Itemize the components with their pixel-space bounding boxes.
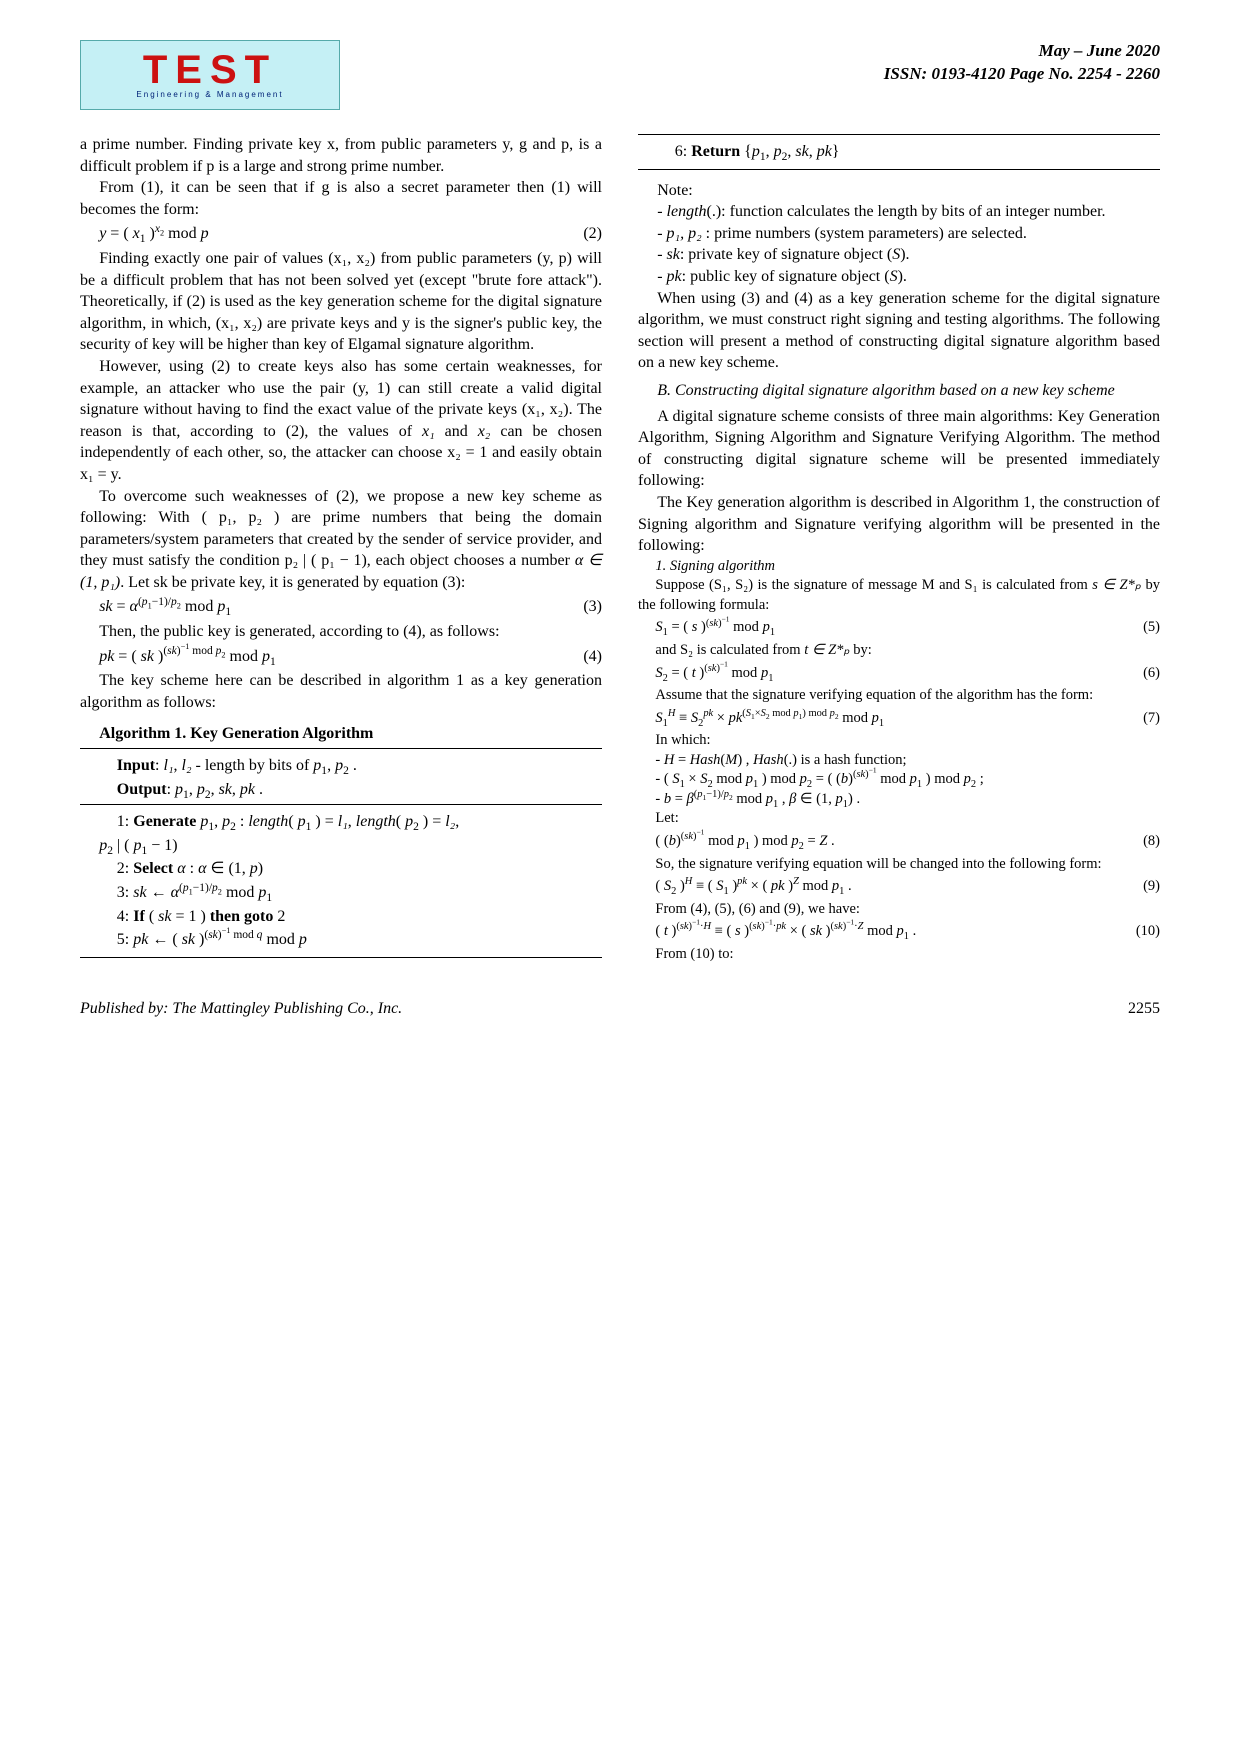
para: In which: bbox=[638, 731, 1160, 751]
eq-num: (6) bbox=[1128, 664, 1160, 684]
equation-8: ( (b)(sk)−1 mod p1 ) mod p2 = Z . (8) bbox=[638, 832, 1160, 852]
eq-num: (3) bbox=[567, 596, 602, 618]
para: When using (3) and (4) as a key generati… bbox=[638, 288, 1160, 374]
algorithm-box-cont: 6: Return {p1, p2, sk, pk} bbox=[638, 134, 1160, 170]
algo-input: Input: l₁, l₂ - length by bits of p1, p2… bbox=[80, 755, 602, 777]
equation-3: sk = α(p1−1)/p2 mod p1 (3) bbox=[80, 596, 602, 618]
eq-body: S1H ≡ S2pk × pk(S1×S2 mod p1) mod p2 mod… bbox=[655, 709, 884, 729]
para: From (4), (5), (6) and (9), we have: bbox=[638, 900, 1160, 920]
equation-4: pk = ( sk )(sk)−1 mod p2 mod p1 (4) bbox=[80, 646, 602, 668]
para: Let: bbox=[638, 809, 1160, 829]
algo-step: 1: Generate p1, p2 : length( p1 ) = l₁, … bbox=[80, 811, 602, 833]
para: From (10) to: bbox=[638, 945, 1160, 965]
eq-body: S1 = ( s )(sk)−1 mod p1 bbox=[655, 618, 775, 638]
eq-num: (2) bbox=[567, 223, 602, 245]
para: From (1), it can be seen that if g is al… bbox=[80, 177, 602, 220]
note-item: - pk: public key of signature object (S)… bbox=[638, 266, 1160, 288]
note-item: - sk: private key of signature object (S… bbox=[638, 244, 1160, 266]
eq-body: pk = ( sk )(sk)−1 mod p2 mod p1 bbox=[99, 646, 276, 668]
eq-num: (10) bbox=[1128, 922, 1160, 942]
eq-num: (4) bbox=[567, 646, 602, 668]
equation-5: S1 = ( s )(sk)−1 mod p1 (5) bbox=[638, 618, 1160, 638]
para: The Key generation algorithm is describe… bbox=[638, 492, 1160, 557]
algorithm-box: Input: l₁, l₂ - length by bits of p1, p2… bbox=[80, 748, 602, 958]
page-header: TEST Engineering & Management May – June… bbox=[80, 40, 1160, 110]
list-item: - b = β(p1−1)/p2 mod p1 , β ∈ (1, p1) . bbox=[638, 790, 1160, 810]
algo-step: p2 | ( p1 − 1) bbox=[80, 835, 602, 857]
logo-subtitle: Engineering & Management bbox=[136, 90, 283, 101]
equation-9: ( S2 )H ≡ ( S1 )pk × ( pk )Z mod p1 . (9… bbox=[638, 877, 1160, 897]
list-item: - H = Hash(M) , Hash(.) is a hash functi… bbox=[638, 751, 1160, 771]
note-item: - length(.): function calculates the len… bbox=[638, 201, 1160, 223]
para: However, using (2) to create keys also h… bbox=[80, 356, 602, 486]
equation-7: S1H ≡ S2pk × pk(S1×S2 mod p1) mod p2 mod… bbox=[638, 709, 1160, 729]
logo-title: TEST bbox=[143, 50, 277, 90]
eq-num: (5) bbox=[1128, 618, 1160, 638]
eq-num: (9) bbox=[1128, 877, 1160, 897]
para: Suppose (S₁, S₂) is the signature of mes… bbox=[638, 576, 1160, 615]
note-heading: Note: bbox=[638, 180, 1160, 202]
page-number: 2255 bbox=[1128, 998, 1160, 1020]
body-columns: a prime number. Finding private key x, f… bbox=[80, 134, 1160, 968]
eq-body: sk = α(p1−1)/p2 mod p1 bbox=[99, 596, 231, 618]
para: Assume that the signature verifying equa… bbox=[638, 686, 1160, 706]
eq-body: S2 = ( t )(sk)−1 mod p1 bbox=[655, 664, 773, 684]
algo-step: 5: pk ← ( sk )(sk)−1 mod q mod p bbox=[80, 929, 602, 951]
equation-6: S2 = ( t )(sk)−1 mod p1 (6) bbox=[638, 664, 1160, 684]
issue-date: May – June 2020 bbox=[884, 40, 1160, 63]
equation-10: ( t )(sk)−1·H ≡ ( s )(sk)−1·pk × ( sk )(… bbox=[638, 922, 1160, 942]
para: The key scheme here can be described in … bbox=[80, 670, 602, 713]
para: So, the signature verifying equation wil… bbox=[638, 855, 1160, 875]
para: To overcome such weaknesses of (2), we p… bbox=[80, 486, 602, 594]
issn-line: ISSN: 0193-4120 Page No. 2254 - 2260 bbox=[884, 63, 1160, 86]
page-footer: Published by: The Mattingley Publishing … bbox=[80, 998, 1160, 1020]
list-item: - ( S1 × S2 mod p1 ) mod p2 = ( (b)(sk)−… bbox=[638, 770, 1160, 790]
journal-logo: TEST Engineering & Management bbox=[80, 40, 340, 110]
right-column: 6: Return {p1, p2, sk, pk} Note: - lengt… bbox=[638, 134, 1160, 968]
algo-step: 6: Return {p1, p2, sk, pk} bbox=[638, 141, 1160, 163]
eq-num: (8) bbox=[1128, 832, 1160, 852]
note-item: - p₁, p₂ : prime numbers (system paramet… bbox=[638, 223, 1160, 245]
eq-body: ( (b)(sk)−1 mod p1 ) mod p2 = Z . bbox=[655, 832, 834, 852]
equation-2: y = ( x1 )x2 mod p (2) bbox=[80, 223, 602, 245]
eq-body: ( t )(sk)−1·H ≡ ( s )(sk)−1·pk × ( sk )(… bbox=[655, 922, 916, 942]
eq-body: y = ( x1 )x2 mod p bbox=[99, 223, 208, 245]
algorithm-title: Algorithm 1. Key Generation Algorithm bbox=[80, 723, 602, 745]
algo-step: 3: sk ← α(p1−1)/p2 mod p1 bbox=[80, 882, 602, 904]
para: Then, the public key is generated, accor… bbox=[80, 621, 602, 643]
header-meta: May – June 2020 ISSN: 0193-4120 Page No.… bbox=[884, 40, 1160, 86]
subsection-heading: 1. Signing algorithm bbox=[638, 557, 1160, 577]
publisher: Published by: The Mattingley Publishing … bbox=[80, 998, 402, 1020]
para: and S₂ is calculated from t ∈ Z*ₚ by: bbox=[638, 641, 1160, 661]
section-b-heading: B. Constructing digital signature algori… bbox=[638, 380, 1160, 402]
para: A digital signature scheme consists of t… bbox=[638, 406, 1160, 492]
para: a prime number. Finding private key x, f… bbox=[80, 134, 602, 177]
eq-num: (7) bbox=[1128, 709, 1160, 729]
algo-output: Output: p1, p2, sk, pk . bbox=[80, 779, 602, 801]
eq-body: ( S2 )H ≡ ( S1 )pk × ( pk )Z mod p1 . bbox=[655, 877, 851, 897]
left-column: a prime number. Finding private key x, f… bbox=[80, 134, 602, 968]
algo-step: 4: If ( sk = 1 ) then goto 2 bbox=[80, 906, 602, 928]
algo-step: 2: Select α : α ∈ (1, p) bbox=[80, 858, 602, 880]
para: Finding exactly one pair of values (x₁, … bbox=[80, 248, 602, 356]
